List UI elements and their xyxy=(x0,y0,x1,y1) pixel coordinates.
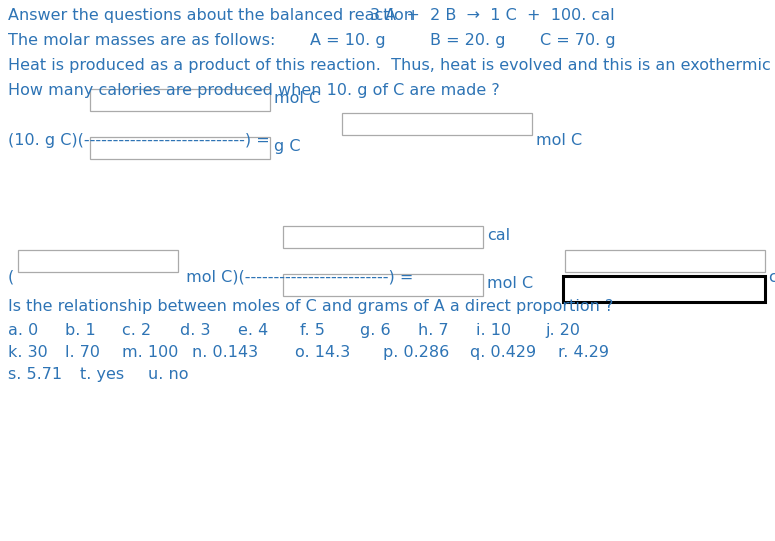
Text: mol C: mol C xyxy=(274,91,320,106)
Text: c. 2: c. 2 xyxy=(122,323,151,338)
Text: mol C: mol C xyxy=(487,276,533,291)
Text: mol C: mol C xyxy=(536,133,582,148)
Text: m. 100: m. 100 xyxy=(122,345,178,360)
Text: b. 1: b. 1 xyxy=(65,323,96,338)
Text: B = 20. g: B = 20. g xyxy=(430,33,505,48)
Text: s. 5.71: s. 5.71 xyxy=(8,367,62,382)
Text: a. 0: a. 0 xyxy=(8,323,38,338)
Text: n. 0.143: n. 0.143 xyxy=(192,345,258,360)
FancyBboxPatch shape xyxy=(283,274,483,296)
Text: cal: cal xyxy=(768,270,775,285)
Text: k. 30: k. 30 xyxy=(8,345,48,360)
Text: l. 70: l. 70 xyxy=(65,345,100,360)
Text: Heat is produced as a product of this reaction.  Thus, heat is evolved and this : Heat is produced as a product of this re… xyxy=(8,58,775,73)
Text: p. 0.286: p. 0.286 xyxy=(383,345,450,360)
FancyBboxPatch shape xyxy=(283,226,483,248)
Text: The molar masses are as follows:: The molar masses are as follows: xyxy=(8,33,275,48)
Text: C = 70. g: C = 70. g xyxy=(540,33,615,48)
Text: (: ( xyxy=(8,270,14,285)
Text: i. 10: i. 10 xyxy=(476,323,512,338)
Text: o. 14.3: o. 14.3 xyxy=(295,345,350,360)
FancyBboxPatch shape xyxy=(90,89,270,111)
Text: j. 20: j. 20 xyxy=(545,323,580,338)
Text: How many calories are produced when 10. g of C are made ?: How many calories are produced when 10. … xyxy=(8,83,500,98)
Text: r. 4.29: r. 4.29 xyxy=(558,345,609,360)
FancyBboxPatch shape xyxy=(563,276,765,302)
Text: u. no: u. no xyxy=(148,367,188,382)
Text: e. 4: e. 4 xyxy=(238,323,268,338)
Text: A = 10. g: A = 10. g xyxy=(310,33,386,48)
FancyBboxPatch shape xyxy=(18,250,178,272)
Text: (10. g C)(----------------------------) =: (10. g C)(----------------------------) … xyxy=(8,133,270,148)
Text: Answer the questions about the balanced reaction: Answer the questions about the balanced … xyxy=(8,8,414,23)
Text: cal: cal xyxy=(487,228,510,243)
Text: q. 0.429: q. 0.429 xyxy=(470,345,536,360)
Text: mol C)(-------------------------) =: mol C)(-------------------------) = xyxy=(181,270,413,285)
Text: t. yes: t. yes xyxy=(80,367,124,382)
FancyBboxPatch shape xyxy=(565,250,765,272)
Text: Is the relationship between moles of C and grams of A a direct proportion ?: Is the relationship between moles of C a… xyxy=(8,299,613,314)
Text: f. 5: f. 5 xyxy=(300,323,325,338)
Text: g C: g C xyxy=(274,139,301,154)
Text: d. 3: d. 3 xyxy=(180,323,211,338)
FancyBboxPatch shape xyxy=(342,113,532,135)
Text: 3 A  +  2 B  →  1 C  +  100. cal: 3 A + 2 B → 1 C + 100. cal xyxy=(370,8,615,23)
FancyBboxPatch shape xyxy=(90,137,270,159)
Text: h. 7: h. 7 xyxy=(418,323,449,338)
Text: g. 6: g. 6 xyxy=(360,323,391,338)
